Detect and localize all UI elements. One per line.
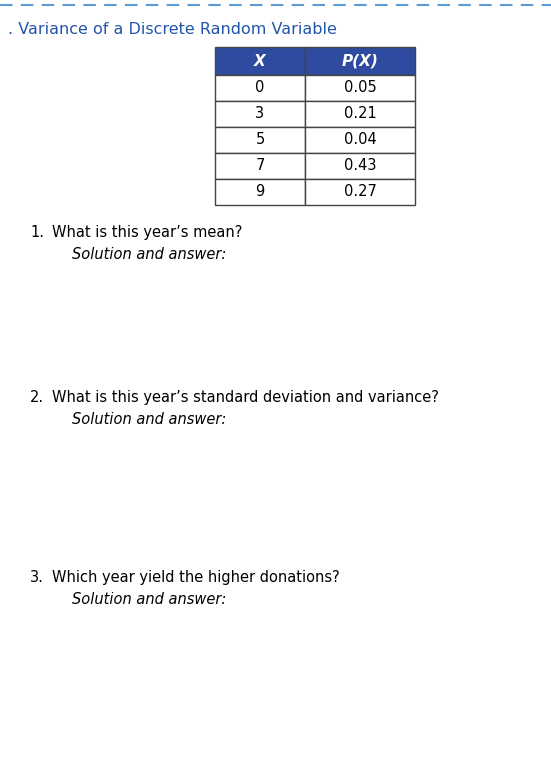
Text: 0.05: 0.05 (344, 81, 376, 95)
Text: Which year yield the higher donations?: Which year yield the higher donations? (52, 570, 340, 585)
Text: 0.43: 0.43 (344, 159, 376, 173)
Bar (305, 153, 415, 179)
Text: 5: 5 (255, 133, 264, 147)
Text: What is this year’s standard deviation and variance?: What is this year’s standard deviation a… (52, 390, 439, 405)
Bar (305, 127, 415, 153)
Text: 7: 7 (255, 159, 264, 173)
Bar (215, 153, 305, 179)
Text: 1.: 1. (30, 225, 44, 240)
Text: 0.21: 0.21 (344, 107, 376, 121)
Text: 2.: 2. (30, 390, 44, 405)
Text: Solution and answer:: Solution and answer: (72, 592, 226, 607)
Text: 3: 3 (256, 107, 264, 121)
Bar (305, 47, 415, 75)
Bar (215, 75, 305, 101)
Bar (215, 179, 305, 205)
Text: 0.04: 0.04 (344, 133, 376, 147)
Bar (215, 101, 305, 127)
Text: 3.: 3. (30, 570, 44, 585)
Text: 0.27: 0.27 (344, 185, 376, 199)
Bar (305, 179, 415, 205)
Bar (305, 75, 415, 101)
Bar (215, 127, 305, 153)
Text: P(X): P(X) (342, 53, 379, 69)
Text: 0: 0 (255, 81, 264, 95)
Text: What is this year’s mean?: What is this year’s mean? (52, 225, 242, 240)
Text: Solution and answer:: Solution and answer: (72, 247, 226, 262)
Text: . Variance of a Discrete Random Variable: . Variance of a Discrete Random Variable (8, 22, 337, 37)
Text: Solution and answer:: Solution and answer: (72, 412, 226, 427)
Bar (305, 101, 415, 127)
Text: 9: 9 (255, 185, 264, 199)
Bar (215, 47, 305, 75)
Text: X: X (254, 53, 266, 69)
